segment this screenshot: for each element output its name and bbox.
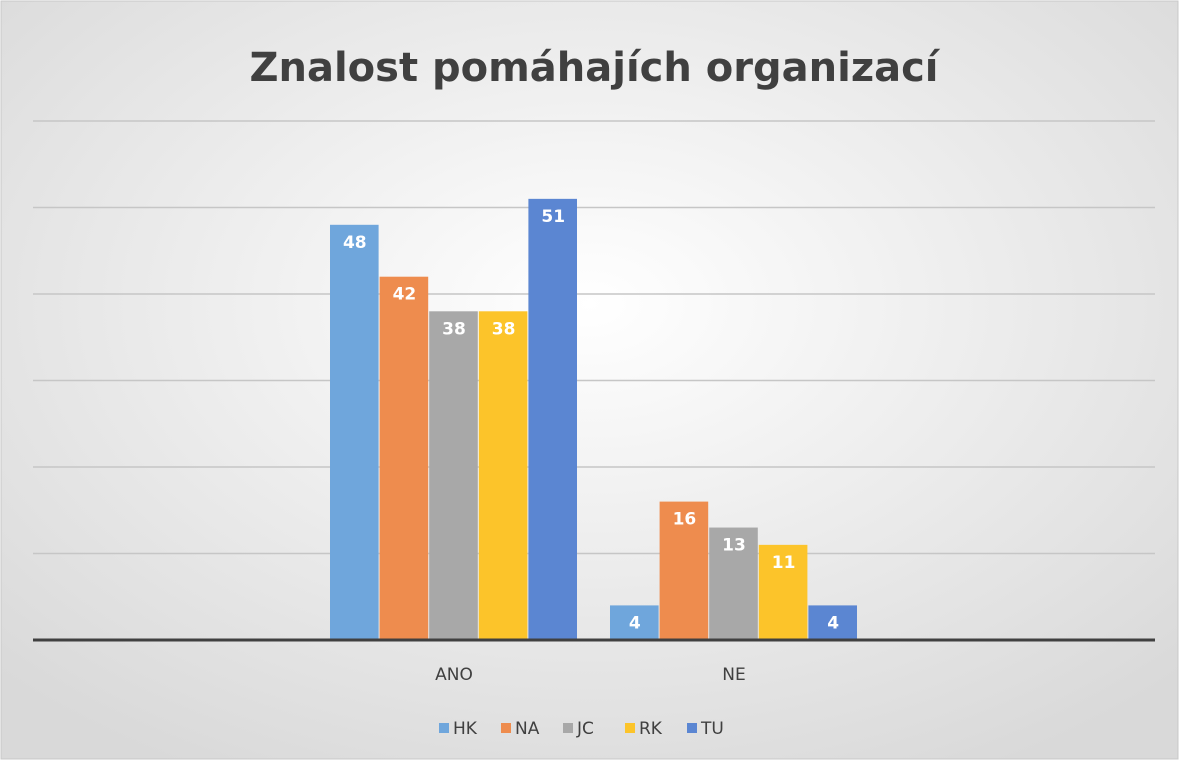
legend-swatch xyxy=(501,723,511,733)
bar xyxy=(528,198,577,640)
data-label: 48 xyxy=(343,233,367,253)
x-tick-label: ANO xyxy=(435,665,473,685)
bar xyxy=(330,224,379,641)
legend-swatch xyxy=(439,723,449,733)
legend-label: RK xyxy=(639,719,663,739)
data-label: 38 xyxy=(442,319,466,339)
chart-title: Znalost pomáhajích organizací xyxy=(249,45,940,91)
data-label: 42 xyxy=(393,285,417,305)
data-label: 11 xyxy=(772,553,796,573)
legend-label: HK xyxy=(453,719,478,739)
bar xyxy=(758,544,808,640)
x-tick-label: NE xyxy=(722,665,745,685)
data-label: 51 xyxy=(541,207,565,227)
data-label: 38 xyxy=(492,319,516,339)
bar xyxy=(429,311,478,640)
legend-swatch xyxy=(625,723,635,733)
data-label: 13 xyxy=(722,536,746,556)
legend-label: TU xyxy=(700,719,724,739)
data-label: 4 xyxy=(827,613,839,633)
legend-swatch xyxy=(687,723,697,733)
data-label: 4 xyxy=(629,613,641,633)
legend-label: JC xyxy=(576,719,594,739)
legend-swatch xyxy=(563,723,573,733)
bar xyxy=(610,605,659,640)
bar xyxy=(709,527,758,640)
bar xyxy=(808,605,857,640)
bar xyxy=(659,501,709,640)
data-label: 16 xyxy=(673,510,697,530)
legend-label: NA xyxy=(515,719,540,739)
bar xyxy=(379,276,429,640)
bar xyxy=(478,311,528,640)
